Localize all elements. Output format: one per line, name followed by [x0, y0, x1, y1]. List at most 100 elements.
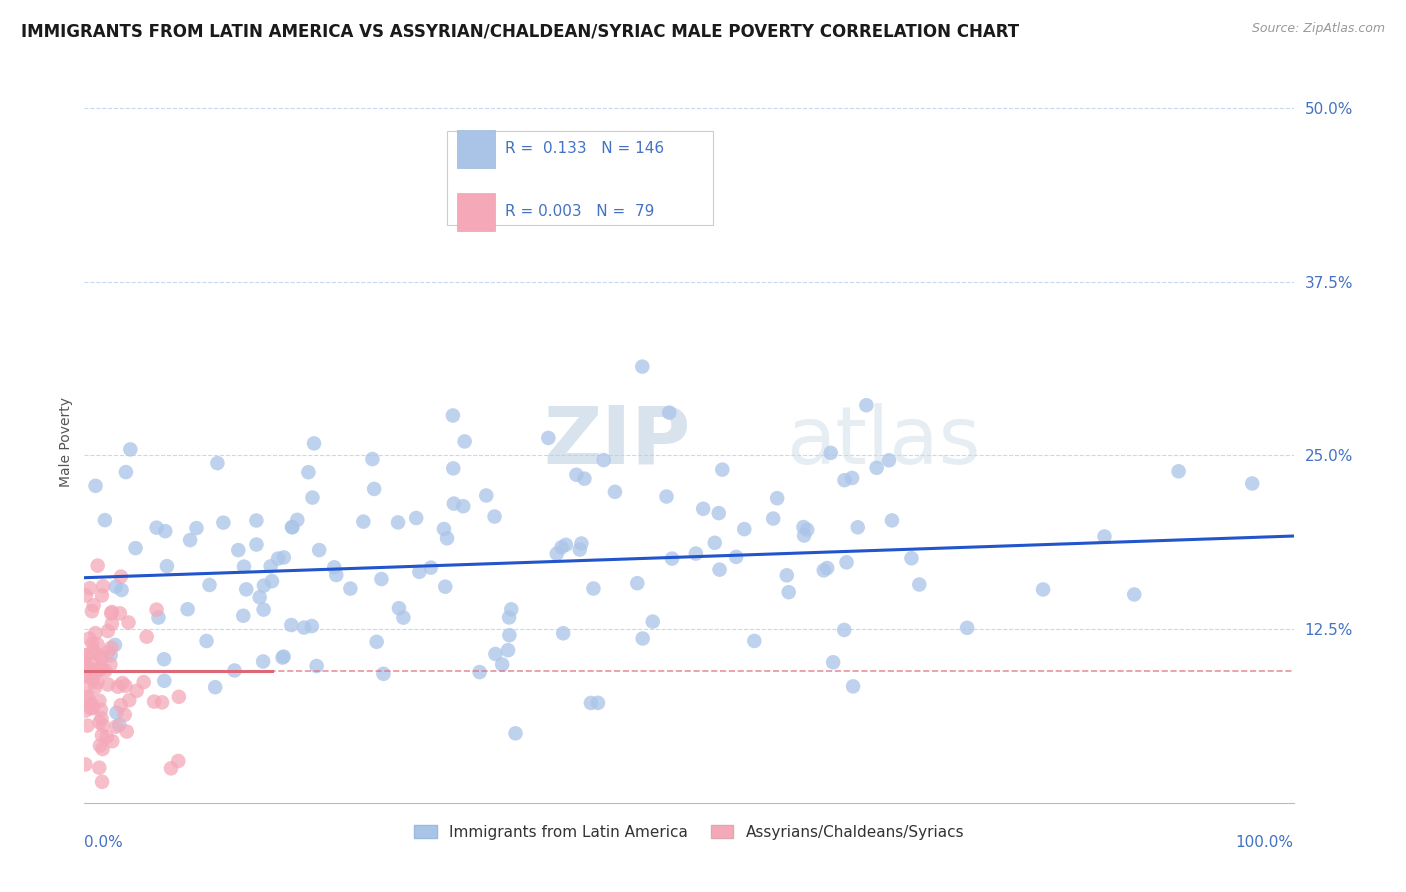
Point: [198, 578, 221, 592]
Point: [82, 701, 104, 715]
Point: [91, 742, 114, 756]
Point: [434, 580, 457, 594]
Point: [733, 522, 755, 536]
Point: [579, 696, 602, 710]
Point: [148, 610, 170, 624]
Point: [302, 436, 325, 450]
Point: [441, 409, 464, 423]
Point: [207, 456, 229, 470]
Point: [387, 516, 409, 530]
Point: [105, 720, 128, 734]
Point: [104, 638, 127, 652]
Text: Source: ZipAtlas.com: Source: ZipAtlas.com: [1251, 22, 1385, 36]
Point: [249, 591, 271, 605]
Point: [433, 522, 456, 536]
Point: [252, 655, 274, 669]
Point: [115, 465, 138, 479]
Point: [603, 484, 626, 499]
Point: [100, 607, 122, 621]
Point: [703, 535, 725, 549]
Point: [841, 471, 863, 485]
Point: [325, 568, 347, 582]
Point: [550, 541, 572, 555]
Point: [661, 551, 683, 566]
Point: [574, 472, 596, 486]
Point: [226, 543, 249, 558]
Point: [124, 541, 146, 555]
Point: [96, 730, 118, 744]
Point: [778, 585, 800, 599]
Point: [363, 482, 385, 496]
Point: [167, 754, 190, 768]
Legend: Immigrants from Latin America, Assyrians/Chaldeans/Syriacs: Immigrants from Latin America, Assyrians…: [408, 819, 970, 846]
Point: [762, 511, 785, 525]
Point: [120, 442, 142, 457]
Point: [468, 665, 491, 679]
Point: [224, 664, 246, 678]
Point: [281, 520, 304, 534]
Point: [641, 615, 664, 629]
Point: [84, 664, 107, 678]
Point: [505, 726, 527, 740]
Point: [90, 659, 112, 673]
Point: [408, 565, 430, 579]
Point: [835, 555, 858, 569]
Point: [908, 577, 931, 591]
Point: [592, 453, 614, 467]
Point: [855, 398, 877, 412]
Point: [89, 662, 111, 676]
Point: [281, 520, 304, 534]
Point: [793, 528, 815, 542]
Point: [89, 739, 111, 753]
Point: [77, 690, 100, 704]
Point: [496, 643, 519, 657]
Point: [176, 602, 198, 616]
Point: [498, 610, 520, 624]
Point: [84, 626, 107, 640]
Point: [83, 599, 105, 613]
Point: [84, 646, 107, 660]
Point: [846, 520, 869, 534]
Point: [125, 684, 148, 698]
Point: [84, 680, 107, 694]
Point: [792, 520, 814, 534]
Point: [631, 359, 654, 374]
Point: [392, 610, 415, 624]
Point: [582, 582, 605, 596]
Point: [204, 680, 226, 694]
Point: [586, 696, 609, 710]
Point: [361, 452, 384, 467]
Point: [815, 561, 838, 575]
Point: [90, 703, 112, 717]
Point: [339, 582, 361, 596]
Point: [89, 715, 111, 730]
Point: [79, 669, 101, 683]
Point: [76, 659, 98, 673]
FancyBboxPatch shape: [457, 193, 495, 230]
Point: [537, 431, 560, 445]
Point: [292, 621, 315, 635]
Point: [100, 657, 122, 672]
Point: [273, 550, 295, 565]
Point: [114, 707, 136, 722]
Text: R = 0.003   N =  79: R = 0.003 N = 79: [505, 204, 655, 219]
Point: [443, 497, 465, 511]
Point: [725, 549, 748, 564]
Point: [110, 582, 132, 597]
Point: [195, 634, 218, 648]
Point: [97, 624, 120, 638]
Point: [323, 560, 346, 574]
Point: [143, 695, 166, 709]
Point: [108, 607, 131, 621]
Point: [245, 514, 267, 528]
Point: [436, 531, 458, 545]
Point: [79, 581, 101, 595]
Point: [692, 501, 714, 516]
Point: [834, 473, 856, 487]
Point: [655, 490, 678, 504]
Point: [94, 664, 117, 678]
Point: [156, 559, 179, 574]
Point: [709, 563, 731, 577]
Point: [233, 559, 256, 574]
Point: [100, 648, 122, 663]
